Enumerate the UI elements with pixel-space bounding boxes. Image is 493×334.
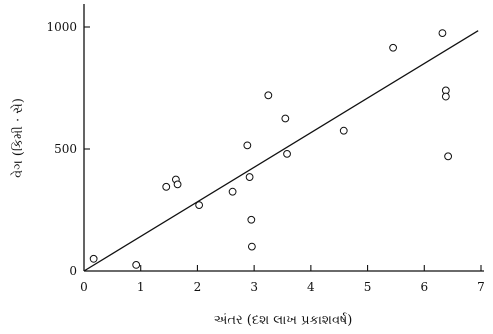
data-point [173,180,182,189]
x-tick-label: 3 [250,280,258,294]
x-tick-label: 4 [307,280,315,294]
data-point [162,182,171,191]
best-fit-line [83,30,479,272]
x-tick-label: 1 [137,280,145,294]
data-points [89,29,453,269]
data-point [195,201,204,210]
data-point [264,91,273,100]
data-point [243,141,252,150]
x-tick-label: 7 [477,280,485,294]
data-point [247,242,256,251]
data-point [89,254,98,263]
x-axis-ticks: 0 1 2 3 4 5 6 7 [80,265,485,294]
data-point [245,173,254,181]
y-tick-label: 1000 [46,20,77,34]
data-point [441,92,450,101]
data-point [444,152,453,161]
data-point [247,215,256,224]
x-tick-label: 6 [420,280,428,294]
best-fit-line-group [83,30,479,272]
axes [83,4,484,272]
data-point [283,149,291,158]
data-point [281,114,290,123]
x-tick-label: 5 [364,280,372,294]
x-tick-label: 2 [194,280,202,294]
data-point [132,261,141,269]
data-point [228,187,237,196]
data-point [389,43,397,52]
y-axis-title: વેગ (કિમી · સે) [10,98,26,178]
x-axis-title: અંતર (દશ લાખ પ્રકાશવર્ષ) [214,312,353,328]
x-tick-label: 0 [80,280,88,294]
y-axis-ticks: 0 500 1000 [46,20,90,278]
y-tick-label: 0 [69,264,77,278]
data-point [339,126,348,135]
data-point [438,29,447,37]
y-tick-label: 500 [54,142,77,156]
